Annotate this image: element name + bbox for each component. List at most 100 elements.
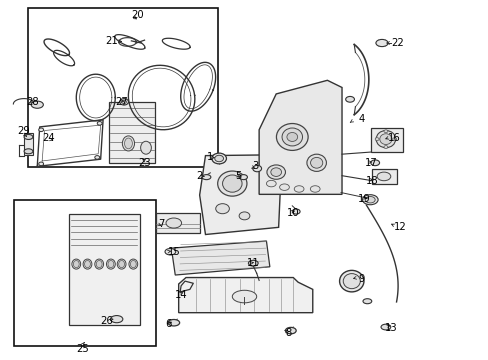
Ellipse shape — [141, 141, 151, 154]
Ellipse shape — [392, 138, 396, 140]
Ellipse shape — [362, 299, 371, 304]
Ellipse shape — [375, 40, 387, 46]
Bar — [370, 128, 402, 152]
Ellipse shape — [122, 100, 126, 104]
Ellipse shape — [84, 261, 90, 268]
Ellipse shape — [252, 165, 261, 172]
Ellipse shape — [119, 261, 124, 268]
Ellipse shape — [276, 123, 307, 150]
Ellipse shape — [248, 260, 258, 266]
Polygon shape — [178, 278, 312, 313]
Ellipse shape — [285, 327, 296, 334]
Text: 10: 10 — [286, 208, 299, 218]
Ellipse shape — [83, 259, 92, 269]
Text: 17: 17 — [364, 158, 377, 168]
Ellipse shape — [106, 259, 115, 269]
Ellipse shape — [266, 165, 285, 179]
Text: 29: 29 — [18, 126, 30, 135]
Ellipse shape — [164, 248, 175, 255]
Ellipse shape — [72, 259, 81, 269]
Ellipse shape — [362, 195, 377, 205]
Ellipse shape — [310, 157, 322, 168]
Ellipse shape — [31, 101, 43, 108]
Polygon shape — [171, 241, 269, 275]
Text: 25: 25 — [76, 344, 89, 354]
Text: 7: 7 — [158, 219, 164, 229]
Text: 3: 3 — [252, 161, 258, 171]
Ellipse shape — [97, 122, 102, 125]
Ellipse shape — [279, 184, 289, 190]
Ellipse shape — [270, 168, 281, 176]
Ellipse shape — [96, 261, 102, 268]
Ellipse shape — [39, 128, 43, 132]
Ellipse shape — [239, 212, 249, 220]
Ellipse shape — [266, 180, 276, 187]
Ellipse shape — [286, 132, 297, 141]
Text: 22: 22 — [391, 38, 404, 48]
Ellipse shape — [167, 319, 179, 326]
Ellipse shape — [130, 261, 136, 268]
Text: 15: 15 — [167, 247, 180, 257]
Text: 1: 1 — [207, 152, 213, 162]
Ellipse shape — [380, 324, 390, 330]
Ellipse shape — [365, 197, 374, 203]
Text: 8: 8 — [285, 328, 291, 338]
Ellipse shape — [122, 136, 134, 151]
Ellipse shape — [108, 261, 114, 268]
Ellipse shape — [222, 175, 242, 192]
Text: 6: 6 — [165, 319, 172, 329]
Text: 5: 5 — [235, 171, 241, 181]
Ellipse shape — [375, 131, 395, 148]
Ellipse shape — [120, 99, 128, 105]
Ellipse shape — [217, 171, 246, 196]
Ellipse shape — [306, 154, 326, 171]
Ellipse shape — [310, 186, 320, 192]
Ellipse shape — [232, 290, 256, 303]
Text: 23: 23 — [138, 158, 150, 168]
Ellipse shape — [129, 259, 138, 269]
Ellipse shape — [117, 259, 126, 269]
Text: 26: 26 — [101, 316, 113, 325]
Bar — [14, 200, 156, 346]
Text: 12: 12 — [393, 222, 406, 232]
Bar — [156, 213, 199, 233]
Ellipse shape — [202, 175, 210, 180]
Text: 24: 24 — [42, 133, 55, 143]
Text: 2: 2 — [196, 171, 203, 181]
Ellipse shape — [379, 134, 391, 144]
Ellipse shape — [214, 155, 223, 162]
Ellipse shape — [24, 134, 33, 139]
Ellipse shape — [24, 149, 33, 154]
Ellipse shape — [383, 145, 387, 148]
Ellipse shape — [124, 138, 132, 149]
Text: 9: 9 — [358, 274, 364, 284]
Ellipse shape — [339, 270, 363, 292]
Text: 16: 16 — [387, 133, 400, 143]
Text: 4: 4 — [358, 114, 364, 124]
Text: 11: 11 — [246, 258, 259, 268]
Ellipse shape — [370, 160, 379, 166]
Text: 21: 21 — [105, 36, 118, 46]
Text: 20: 20 — [131, 10, 143, 20]
Ellipse shape — [110, 316, 122, 323]
Ellipse shape — [239, 175, 247, 180]
Ellipse shape — [383, 130, 387, 133]
Ellipse shape — [294, 186, 304, 192]
Ellipse shape — [376, 172, 390, 181]
Ellipse shape — [211, 153, 226, 164]
Ellipse shape — [165, 218, 181, 228]
Ellipse shape — [39, 162, 43, 166]
Bar — [371, 169, 396, 184]
Ellipse shape — [215, 204, 229, 214]
Bar — [27, 8, 217, 167]
Ellipse shape — [343, 274, 360, 289]
Ellipse shape — [95, 156, 100, 159]
Ellipse shape — [374, 138, 378, 140]
Bar — [69, 214, 140, 325]
Text: 18: 18 — [365, 176, 378, 186]
Text: 28: 28 — [26, 97, 39, 107]
Ellipse shape — [282, 128, 302, 146]
Text: 14: 14 — [174, 291, 187, 301]
Text: 19: 19 — [357, 194, 369, 204]
Text: 27: 27 — [115, 97, 128, 107]
